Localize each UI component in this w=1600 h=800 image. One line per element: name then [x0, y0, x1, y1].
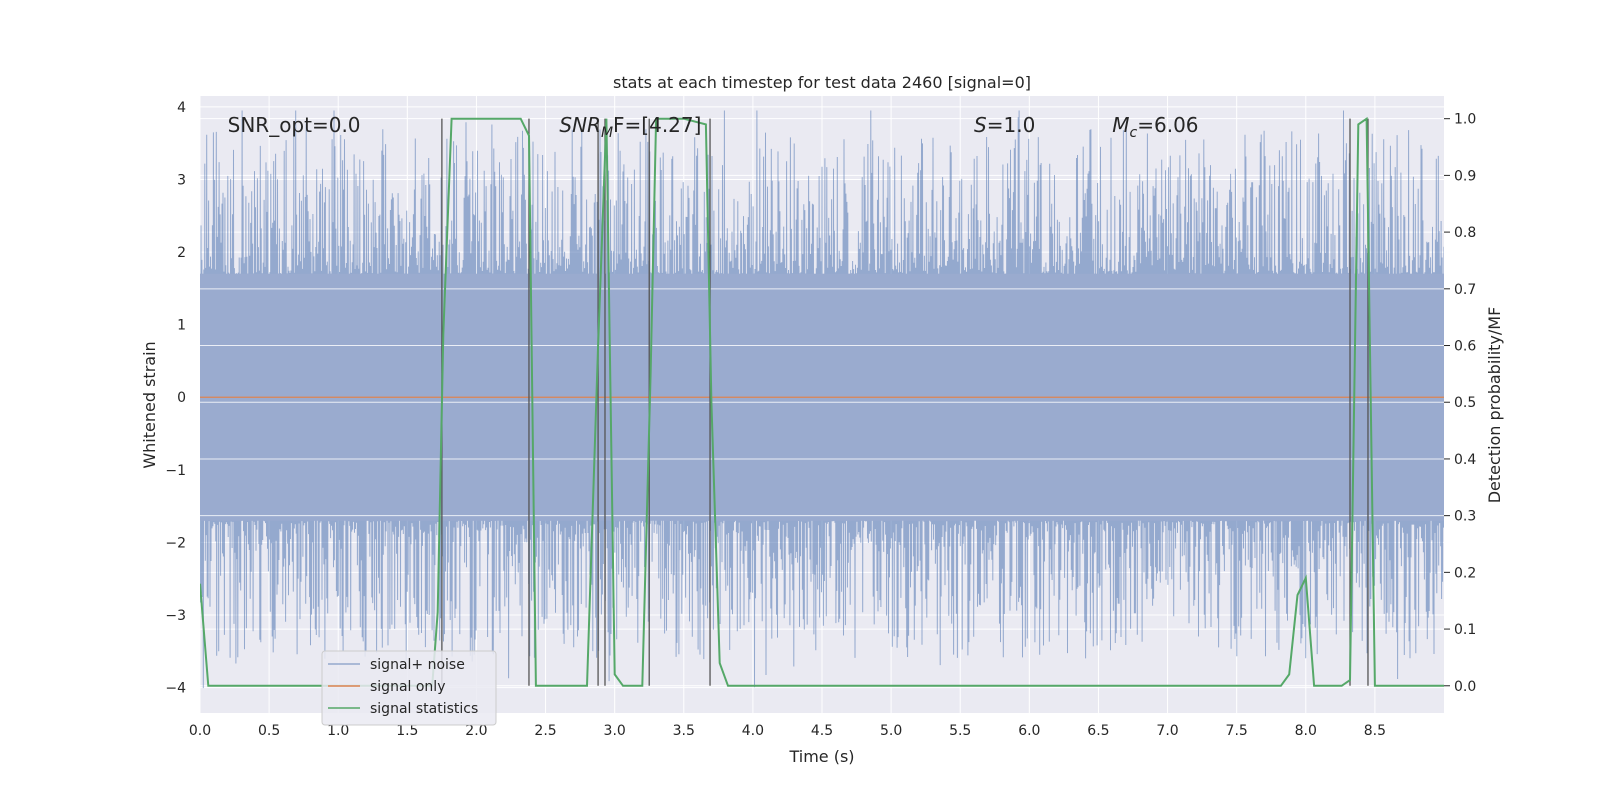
legend-box: [321, 650, 497, 726]
x-tick-label: 1.5: [396, 723, 418, 739]
x-tick-label: 8.0: [1295, 723, 1317, 739]
x-tick-label: 3.0: [604, 723, 626, 739]
stats-line: [200, 116, 1444, 687]
y-tick-label: 4: [177, 100, 186, 116]
chart-title: stats at each timestep for test data 246…: [613, 73, 1031, 92]
x-tick-label: 3.5: [673, 723, 695, 739]
y2-tick-label: 0.8: [1454, 225, 1476, 241]
y2-tick-label: 0.6: [1454, 339, 1476, 355]
y2-tick-label: 0.2: [1454, 565, 1476, 581]
y-tick-label: −3: [165, 608, 186, 624]
legend-label-stats: signal statistics: [370, 701, 478, 717]
x-tick-label: 7.0: [1156, 723, 1178, 739]
y-tick-label: −1: [165, 463, 186, 479]
x-tick-label: 5.0: [880, 723, 902, 739]
legend-label-signal: signal only: [370, 679, 445, 695]
x-tick-label: 6.5: [1087, 723, 1109, 739]
x-tick-label: 0.0: [189, 723, 211, 739]
y2-tick-label: 0.5: [1454, 395, 1476, 411]
x-tick-label: 8.5: [1364, 723, 1386, 739]
y2-tick-label: 0.9: [1454, 168, 1476, 184]
x-axis-label: Time (s): [788, 747, 854, 766]
y-axis-label: Whitened strain: [140, 341, 159, 468]
y2-tick-label: 0.0: [1454, 679, 1476, 695]
stats-series: [200, 116, 1444, 687]
y2-tick-label: 1.0: [1454, 112, 1476, 128]
x-ticks: 0.0 0.5 1.0 1.5 2.0 2.5 3.0 3.5 4.0 4.5 5.0 5.5 6.0 6…: [189, 723, 1386, 739]
x-tick-label: 4.5: [811, 723, 833, 739]
x-tick-label: 7.5: [1226, 723, 1248, 739]
y-tick-label: 3: [177, 172, 186, 188]
y2-tick-label: 0.3: [1454, 509, 1476, 525]
x-tick-label: 2.0: [465, 723, 487, 739]
y2-tick-label: 0.4: [1454, 452, 1476, 468]
annotation: SNRMF=[4.27]: [559, 113, 701, 141]
annotation: Mc=6.06: [1112, 113, 1198, 141]
x-tick-label: 5.5: [949, 723, 971, 739]
y-ticks: 4 3 2 1 0 −1 −2 −3 −4: [165, 100, 186, 697]
y2-tick-label: 0.7: [1454, 282, 1476, 298]
y2-ticks: 1.0 0.9 0.8 0.7 0.6 0.5 0.4 0.3 0.2 0.1 0.0: [1444, 112, 1476, 695]
x-tick-label: 6.0: [1018, 723, 1040, 739]
x-tick-label: 0.5: [258, 723, 280, 739]
y-tick-label: 1: [177, 318, 186, 334]
y-tick-label: 0: [177, 390, 186, 406]
x-tick-label: 1.0: [327, 723, 349, 739]
x-tick-label: 2.5: [534, 723, 556, 739]
y2-axis-label: Detection probability/MF: [1485, 307, 1504, 504]
annotation: S=1.0: [974, 113, 1035, 137]
y-tick-label: 2: [177, 245, 186, 261]
y2-tick-label: 0.1: [1454, 622, 1476, 638]
annotations: SNR_opt=0.0 SNRMF=[4.27] S=1.0 Mc=6.06: [228, 113, 1199, 141]
legend: signal+ noise signal only signal statist…: [321, 650, 497, 726]
x-tick-label: 4.0: [742, 723, 764, 739]
y-tick-label: −4: [165, 681, 186, 697]
annotation: SNR_opt=0.0: [228, 113, 361, 137]
legend-label-noise: signal+ noise: [370, 657, 465, 673]
y-tick-label: −2: [165, 535, 186, 551]
